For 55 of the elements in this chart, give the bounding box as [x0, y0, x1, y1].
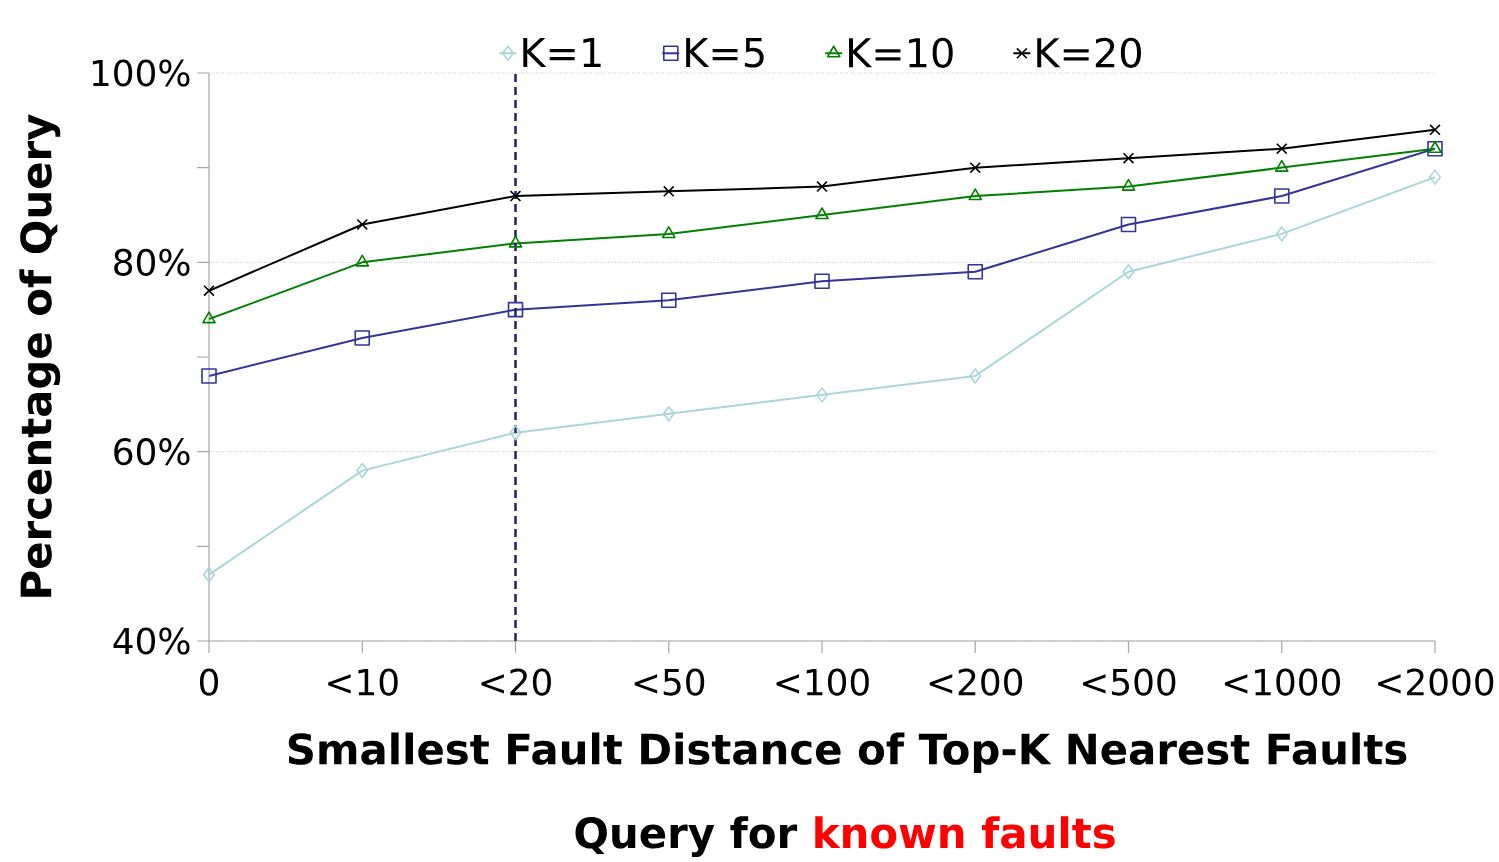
x-tick-label: <2000	[1378, 668, 1494, 696]
point	[1122, 264, 1135, 280]
point	[509, 424, 522, 441]
y-tick-label: 60%	[114, 438, 190, 466]
point	[355, 254, 370, 267]
point	[1428, 169, 1442, 185]
point	[814, 273, 830, 290]
point	[815, 207, 829, 220]
y-tick-label: 40%	[113, 627, 190, 655]
legend-label: K=1	[523, 38, 601, 68]
x-tick-label: <500	[1083, 668, 1176, 696]
legend-label: K=5	[686, 38, 764, 68]
text: known faults	[815, 816, 1115, 849]
point	[968, 188, 983, 201]
point	[660, 292, 677, 308]
point	[203, 284, 215, 297]
x-tick-label: <10	[328, 668, 398, 696]
point	[1121, 178, 1136, 191]
x-tick-label: <200	[929, 668, 1023, 696]
point	[201, 368, 217, 384]
point	[662, 406, 675, 422]
point	[202, 311, 216, 324]
point	[508, 235, 523, 248]
point	[1276, 142, 1288, 155]
x-tick-label: <50	[634, 668, 705, 696]
point	[663, 185, 675, 198]
y-tick-label: 100%	[92, 59, 190, 87]
y-axis-title: Percentage of Query	[19, 114, 61, 597]
point	[1429, 124, 1441, 136]
y-tick-label: 80%	[114, 248, 190, 276]
point	[507, 301, 524, 318]
point	[969, 161, 982, 174]
point	[815, 387, 829, 403]
point	[1120, 216, 1137, 233]
x-tick-label: <20	[481, 668, 551, 696]
legend-label: K=10	[849, 37, 953, 68]
x-tick-label: <1000	[1224, 668, 1341, 696]
x-axis-title: Smallest Fault Distance of Top-K Nearest Faults	[288, 732, 1407, 773]
point	[816, 180, 828, 193]
x-tick-label: <100	[776, 668, 869, 696]
point	[967, 264, 984, 280]
point	[1122, 152, 1135, 164]
point	[1275, 226, 1288, 242]
text: Query for	[575, 816, 798, 858]
point	[356, 462, 369, 479]
point	[661, 226, 676, 239]
point	[509, 190, 522, 202]
point	[354, 330, 371, 346]
legend-label: K=20	[1037, 37, 1141, 68]
point	[356, 218, 368, 231]
point	[202, 566, 216, 583]
point	[1274, 159, 1289, 172]
point	[1273, 188, 1290, 204]
point	[969, 368, 982, 384]
x-tick-label: 0	[199, 668, 219, 696]
